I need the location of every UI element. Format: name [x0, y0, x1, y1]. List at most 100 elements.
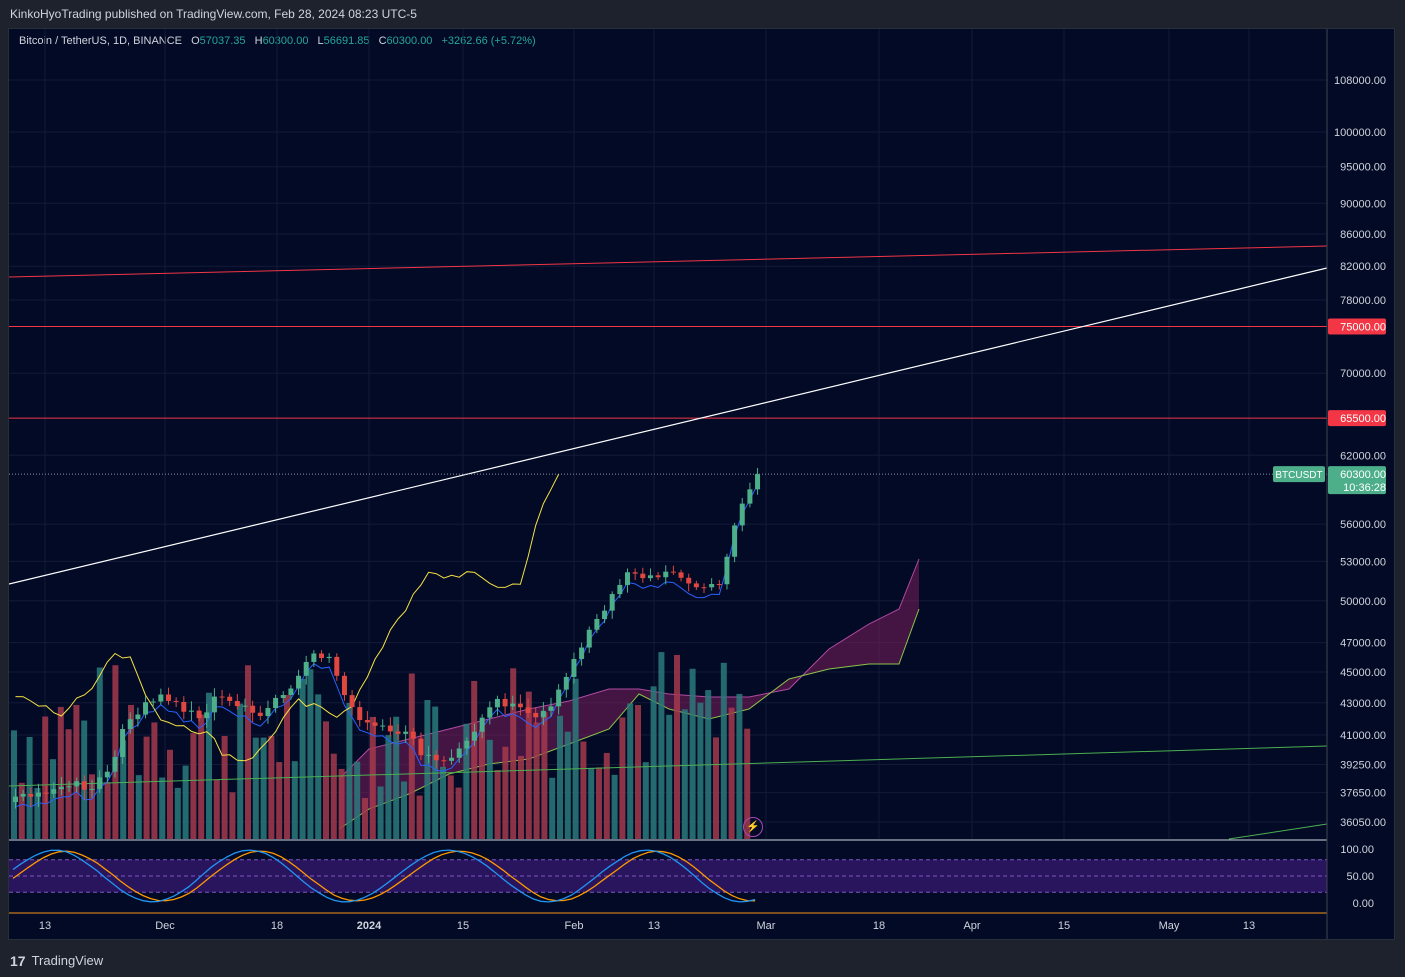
volume-bar: [276, 762, 283, 839]
volume-bar: [284, 694, 290, 839]
volume-bar: [619, 717, 626, 839]
symbol-badge-label: BTCUSDT: [1275, 470, 1322, 481]
volume-bar: [720, 662, 727, 839]
symbol-legend: Bitcoin / TetherUS, 1D, BINANCE O57037.3…: [19, 35, 536, 47]
volume-bar: [440, 766, 446, 839]
stoch-band: [9, 859, 1327, 893]
volume-bar: [299, 678, 306, 839]
chikou-line: [15, 473, 560, 762]
time-label: May: [1159, 920, 1180, 932]
volume-bar: [143, 736, 150, 839]
volume-bar: [408, 673, 415, 839]
volume-bar: [533, 722, 540, 839]
volume-bar: [42, 716, 49, 839]
volume-bar: [213, 779, 220, 839]
volume-bar: [323, 721, 329, 839]
candle-body: [150, 701, 156, 703]
candle-body: [58, 786, 64, 790]
price-label: 108000.00: [1334, 75, 1386, 87]
footer: 17 TradingView: [0, 944, 1405, 977]
candle-body: [303, 661, 309, 676]
low-value: 56691.85: [323, 35, 370, 47]
candle-body: [716, 583, 722, 585]
candle-body: [472, 731, 477, 741]
volume-bar: [471, 680, 478, 839]
candle-body: [693, 583, 699, 588]
time-label: 13: [39, 920, 51, 932]
volume-bar: [135, 775, 142, 839]
volume-bar: [564, 731, 571, 839]
candle-body: [640, 573, 646, 579]
candle-body: [250, 705, 256, 713]
symbol-title[interactable]: Bitcoin / TetherUS, 1D, BINANCE: [19, 35, 183, 47]
open-label: O: [191, 35, 200, 47]
price-label: 53000.00: [1340, 556, 1386, 568]
stoch-k-line: [12, 849, 756, 903]
stoch-d-line: [12, 850, 756, 902]
candle-body: [319, 653, 324, 659]
volume-bar: [635, 705, 641, 839]
price-chart[interactable]: 108000.00 100000.00 95000.00 90000.00 86000.…: [9, 29, 1394, 939]
time-label: 15: [1058, 920, 1070, 932]
candle-body: [181, 701, 187, 712]
price-label: 62000.00: [1340, 450, 1386, 462]
candle-body: [533, 712, 539, 718]
candle-body: [219, 696, 225, 698]
currency-button[interactable]: USDT: [1330, 32, 1386, 56]
price-axis[interactable]: 108000.00 100000.00 95000.00 90000.00 86000.…: [1273, 29, 1394, 939]
time-label: Mar: [757, 920, 776, 932]
candles: [13, 467, 761, 809]
volume-bar: [221, 735, 228, 839]
candle-body: [403, 731, 409, 734]
candle-body: [242, 705, 248, 707]
volume-bar: [486, 739, 493, 839]
candle-body: [395, 731, 401, 734]
volume-bar: [518, 755, 524, 839]
lower-support-trendline: [1228, 823, 1328, 840]
candle-body: [265, 708, 271, 717]
volume-bar: [455, 787, 462, 839]
volume-bar: [611, 774, 618, 839]
volume-bar: [580, 741, 587, 839]
candle-body: [20, 793, 26, 797]
volume-bar: [354, 761, 361, 839]
candle-body: [609, 594, 615, 611]
candle-body: [173, 700, 179, 702]
candle-body: [525, 707, 531, 713]
level-badge: [1328, 318, 1386, 335]
chart-frame[interactable]: Bitcoin / TetherUS, 1D, BINANCE O57037.3…: [8, 28, 1395, 940]
candle-body: [280, 695, 286, 698]
lightning-icon[interactable]: ⚡: [743, 817, 763, 837]
candle-body: [709, 583, 715, 588]
time-label: 18: [271, 920, 283, 932]
price-label: 56000.00: [1340, 519, 1386, 531]
candle-body: [602, 610, 608, 619]
candle-body: [334, 656, 340, 676]
volume-bar: [642, 762, 649, 839]
volume-bar: [674, 654, 680, 839]
candle-body: [326, 656, 332, 659]
price-label: 78000.00: [1340, 295, 1386, 307]
high-value: 60300.00: [262, 35, 309, 47]
high-label: H: [254, 35, 263, 47]
candle-body: [188, 710, 194, 712]
volume-bar: [206, 692, 212, 839]
volume-bar: [588, 768, 595, 839]
candle-body: [556, 689, 562, 707]
publisher-line: KinkoHyoTrading published on TradingView…: [10, 7, 417, 21]
level-badge-label: 65500.00: [1340, 413, 1386, 425]
volume-bar: [96, 667, 103, 839]
volume-bar: [510, 668, 517, 839]
volume-bar: [666, 714, 673, 839]
candle-body: [66, 786, 72, 788]
volume-bar: [369, 716, 376, 839]
senkou-a: [338, 558, 920, 780]
volume-bar: [11, 730, 17, 839]
volume-bar: [627, 703, 634, 839]
time-axis[interactable]: 13 Dec 18 2024 15 Feb 13 Mar 18 Apr 15 May 13: [39, 920, 1255, 932]
grid: [9, 29, 1327, 839]
symbol-badge: [1273, 466, 1325, 483]
candle-body: [204, 712, 210, 719]
candle-body: [747, 489, 753, 504]
change-value: +3262.66 (+5.72%): [441, 35, 536, 47]
